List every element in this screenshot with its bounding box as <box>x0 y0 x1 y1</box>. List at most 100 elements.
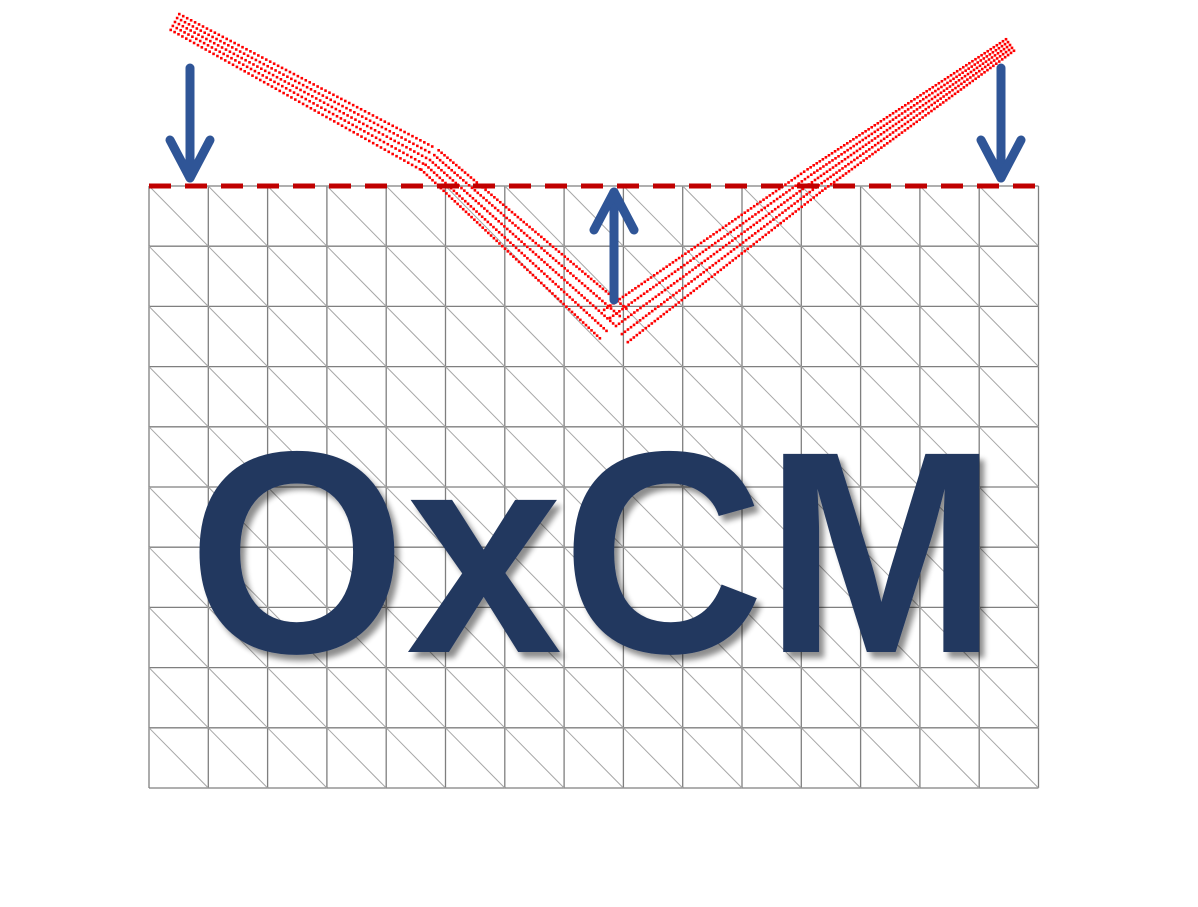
mesh-node <box>204 48 208 51</box>
mesh-node <box>734 256 738 260</box>
mesh-node <box>517 260 521 264</box>
mesh-node <box>663 300 666 304</box>
mesh-node <box>675 279 679 283</box>
mesh-node <box>974 77 977 81</box>
mesh-node <box>1008 43 1012 47</box>
mesh-node <box>1000 58 1004 61</box>
mesh-node <box>667 274 671 278</box>
mesh-node <box>762 198 765 202</box>
mesh-node <box>624 293 628 297</box>
mesh-node <box>465 191 469 195</box>
mesh-node <box>423 148 427 152</box>
mesh-node <box>542 284 546 287</box>
mesh-node <box>486 231 490 235</box>
mesh-node <box>678 277 682 281</box>
mesh-node <box>594 306 598 310</box>
mesh-node <box>498 200 502 204</box>
mesh-node <box>489 223 492 226</box>
mesh-node <box>296 93 300 97</box>
mesh-node <box>442 189 445 193</box>
mesh-node <box>847 162 850 166</box>
mesh-node <box>849 146 852 150</box>
mesh-node <box>359 127 362 131</box>
mesh-node <box>491 214 495 218</box>
mesh-node <box>951 88 954 92</box>
mesh-node <box>189 29 192 32</box>
mesh-node <box>488 212 492 215</box>
mesh-node <box>517 249 521 252</box>
mesh-node <box>915 120 919 124</box>
mesh-node <box>774 189 778 193</box>
mesh-node <box>729 250 733 253</box>
mesh-node <box>219 39 222 43</box>
mesh-node <box>420 154 424 158</box>
grid-diagonal <box>504 426 565 488</box>
mesh-node <box>301 102 305 106</box>
mesh-node <box>480 215 484 219</box>
mesh-node <box>775 197 779 201</box>
mesh-node <box>783 201 786 204</box>
mesh-node <box>734 237 737 240</box>
mesh-node <box>528 225 531 229</box>
mesh-node <box>531 228 534 231</box>
mesh-node <box>715 230 718 234</box>
mesh-node <box>864 143 868 146</box>
grid-diagonal <box>741 185 802 247</box>
mesh-node <box>752 242 756 246</box>
mesh-node <box>626 340 630 344</box>
mesh-node <box>686 294 690 297</box>
mesh-node <box>921 110 925 113</box>
mesh-node <box>831 166 835 169</box>
mesh-node <box>537 267 540 270</box>
mesh-node <box>882 117 886 121</box>
mesh-node <box>450 168 454 172</box>
mesh-node <box>483 218 487 221</box>
mesh-node <box>819 167 822 170</box>
mesh-node <box>447 166 451 170</box>
grid-diagonal <box>326 426 387 488</box>
grid-diagonal <box>563 667 624 729</box>
mesh-node <box>642 292 646 296</box>
mesh-node <box>490 204 494 207</box>
mesh-node <box>677 301 681 304</box>
mesh-node <box>698 284 702 288</box>
mesh-node <box>966 78 969 81</box>
mesh-node <box>692 257 695 260</box>
mesh-node <box>335 114 339 118</box>
mesh-node <box>297 100 301 104</box>
mesh-node <box>384 127 388 131</box>
mesh-node <box>604 289 608 293</box>
mesh-node <box>266 83 270 86</box>
mesh-node <box>906 114 910 117</box>
mesh-node <box>992 45 996 49</box>
mesh-node <box>511 243 515 247</box>
grid-diagonal <box>148 607 209 668</box>
grid-diagonal <box>682 727 743 789</box>
mesh-node <box>557 285 560 289</box>
mesh-node <box>222 52 225 56</box>
mesh-node <box>696 243 700 247</box>
mesh-node <box>323 108 327 112</box>
mesh-node <box>731 220 734 223</box>
mesh-node <box>621 295 625 299</box>
grid-diagonal <box>267 366 328 428</box>
mesh-node <box>276 64 280 68</box>
mesh-node <box>488 201 491 205</box>
mesh-node <box>940 79 944 83</box>
mesh-node <box>340 97 343 101</box>
mesh-node <box>912 104 916 107</box>
mesh-node <box>435 156 439 159</box>
mesh-node <box>603 314 606 318</box>
grid-diagonal <box>978 727 1039 789</box>
mesh-node <box>239 67 243 71</box>
mesh-node <box>451 179 455 182</box>
mesh-node <box>999 49 1003 53</box>
mesh-node <box>980 73 983 76</box>
mesh-node <box>399 157 402 160</box>
mesh-node <box>391 124 395 128</box>
mesh-node <box>678 289 681 292</box>
mesh-node <box>269 78 272 82</box>
mesh-node <box>447 194 451 198</box>
mesh-node <box>430 168 433 172</box>
mesh-node <box>525 223 528 226</box>
